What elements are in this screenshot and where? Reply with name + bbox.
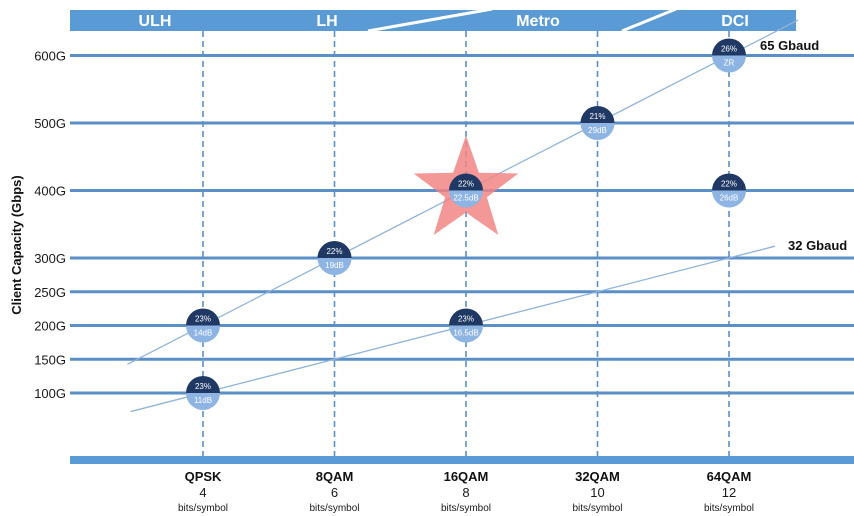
x-tick-modulation-32QAM: 32QAM <box>575 469 620 484</box>
dot-top-s1-8-200 <box>449 308 483 326</box>
y-tick-300G: 300G <box>34 251 66 266</box>
y-axis-label: Client Capacity (Gbps) <box>9 175 24 314</box>
dot-top-s0-6-300 <box>317 241 352 258</box>
segment-label-dci: DCI <box>721 13 749 30</box>
dot-top-s0-10-500 <box>580 106 615 123</box>
dot-label-bottom-s1-4-100: 11dB <box>194 396 212 405</box>
dot-top-s0-4-200 <box>186 308 220 326</box>
y-tick-500G: 500G <box>34 116 66 131</box>
x-axis-bar <box>70 456 854 464</box>
dot-bottom-s1-4-100 <box>186 393 220 410</box>
dot-label-top-s1-4-100: 23% <box>195 382 211 391</box>
dot-bottom-s0-4-200 <box>186 325 220 343</box>
dot-label-bottom-s0-4-200: 14dB <box>194 329 213 338</box>
y-tick-600G: 600G <box>34 49 66 64</box>
segment-label-lh: LH <box>316 13 337 30</box>
dot-label-top-s0-10-500: 21% <box>589 112 605 121</box>
dot-label-top-s1-8-200: 23% <box>458 315 474 324</box>
x-tick-modulation-QPSK: QPSK <box>185 469 222 484</box>
banner-divider-1 <box>367 7 493 33</box>
dot-bottom-x-12-400 <box>712 190 746 208</box>
y-tick-250G: 250G <box>34 285 66 300</box>
y-tick-100G: 100G <box>34 386 66 401</box>
dot-label-bottom-s0-6-300: 19dB <box>325 261 344 270</box>
segment-label-ulh: ULH <box>139 13 172 30</box>
dot-bottom-s0-10-500 <box>580 123 615 140</box>
segment-label-metro: Metro <box>516 13 560 30</box>
dot-label-bottom-s1-8-200: 16.5dB <box>453 329 478 338</box>
series-label-32-gbaud: 32 Gbaud <box>788 238 847 253</box>
dot-top-s0-12-600 <box>712 38 746 56</box>
y-tick-labels: 600G 500G 400G 300G 250G 200G 150G 100G <box>34 49 66 402</box>
series-label-65-gbaud: 65 Gbaud <box>760 38 819 53</box>
dot-top-s1-4-100 <box>186 376 220 393</box>
x-tick-unit-16QAM: bits/symbol <box>441 503 491 514</box>
banner-divider-2 <box>621 7 677 33</box>
dot-top-x-12-400 <box>712 173 746 191</box>
x-tick-bits-8QAM: 6 <box>331 485 338 500</box>
dot-label-top-s0-8-400: 22% <box>458 180 474 189</box>
y-tick-200G: 200G <box>34 319 66 334</box>
dot-label-bottom-x-12-400: 26dB <box>720 194 739 203</box>
y-tick-150G: 150G <box>34 352 66 367</box>
x-tick-unit-64QAM: bits/symbol <box>704 503 754 514</box>
data-point-s0-10-500: 21% 29dB <box>580 106 615 140</box>
dot-label-bottom-s0-8-400: 22.5dB <box>453 194 478 203</box>
trend-lines <box>127 19 799 413</box>
y-tick-400G: 400G <box>34 184 66 199</box>
data-points: 23% 14dB 22% 19dB 22% 22.5dB 21% 29dB 26% ZR 23% 11… <box>186 38 746 410</box>
x-tick-modulation-64QAM: 64QAM <box>707 469 752 484</box>
data-point-x-12-400: 22% 26dB <box>712 173 746 208</box>
dot-label-top-s0-4-200: 23% <box>195 315 211 324</box>
data-point-s1-8-200: 23% 16.5dB <box>449 308 483 343</box>
dot-bottom-s0-6-300 <box>317 258 352 276</box>
x-tick-bits-16QAM: 8 <box>462 485 469 500</box>
dot-bottom-s0-12-600 <box>712 55 746 73</box>
dot-top-s0-8-400 <box>449 173 483 191</box>
gridlines <box>70 54 854 395</box>
data-point-s0-8-400: 22% 22.5dB <box>449 173 483 208</box>
x-tick-unit-QPSK: bits/symbol <box>178 503 228 514</box>
data-point-s0-4-200: 23% 14dB <box>186 308 220 343</box>
dot-bottom-s1-8-200 <box>449 325 483 343</box>
dot-label-top-s0-12-600: 26% <box>721 45 737 54</box>
x-tick-modulation-8QAM: 8QAM <box>316 469 354 484</box>
x-tick-bits-QPSK: 4 <box>199 485 206 500</box>
x-tick-bits-32QAM: 10 <box>590 485 604 500</box>
data-point-s0-12-600: 26% ZR <box>712 38 746 73</box>
dot-label-bottom-s0-10-500: 29dB <box>588 126 607 135</box>
x-tick-modulation-16QAM: 16QAM <box>444 469 489 484</box>
data-point-s0-6-300: 22% 19dB <box>317 241 352 276</box>
x-tick-unit-8QAM: bits/symbol <box>309 503 359 514</box>
x-tick-unit-32QAM: bits/symbol <box>572 503 622 514</box>
dot-label-bottom-s0-12-600: ZR <box>724 59 735 68</box>
dot-label-top-s0-6-300: 22% <box>326 247 342 256</box>
dot-label-top-x-12-400: 22% <box>721 180 737 189</box>
x-tick-bits-64QAM: 12 <box>722 485 736 500</box>
dot-bottom-s0-8-400 <box>449 190 483 208</box>
data-point-s1-4-100: 23% 11dB <box>186 376 220 410</box>
